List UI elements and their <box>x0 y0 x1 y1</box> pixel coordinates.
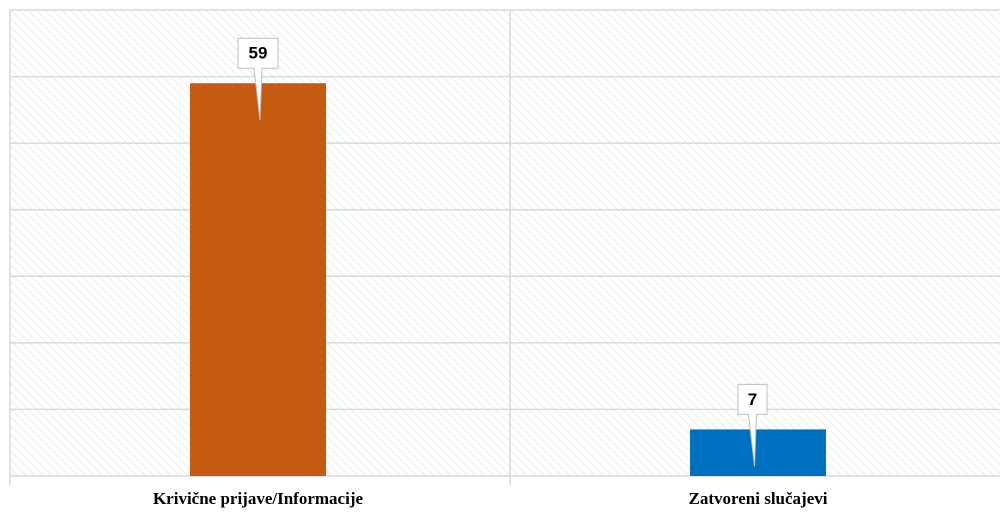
data-label: 59 <box>249 44 268 63</box>
x-tick-label: Krivične prijave/Informacije <box>153 489 364 508</box>
bar <box>190 83 326 476</box>
data-label-callout <box>737 383 768 467</box>
plot-area <box>10 10 1000 476</box>
data-label: 7 <box>748 390 757 409</box>
bar <box>690 429 826 476</box>
data-label-callout <box>237 37 279 121</box>
x-tick-label: Zatvoreni slučajevi <box>689 489 828 508</box>
